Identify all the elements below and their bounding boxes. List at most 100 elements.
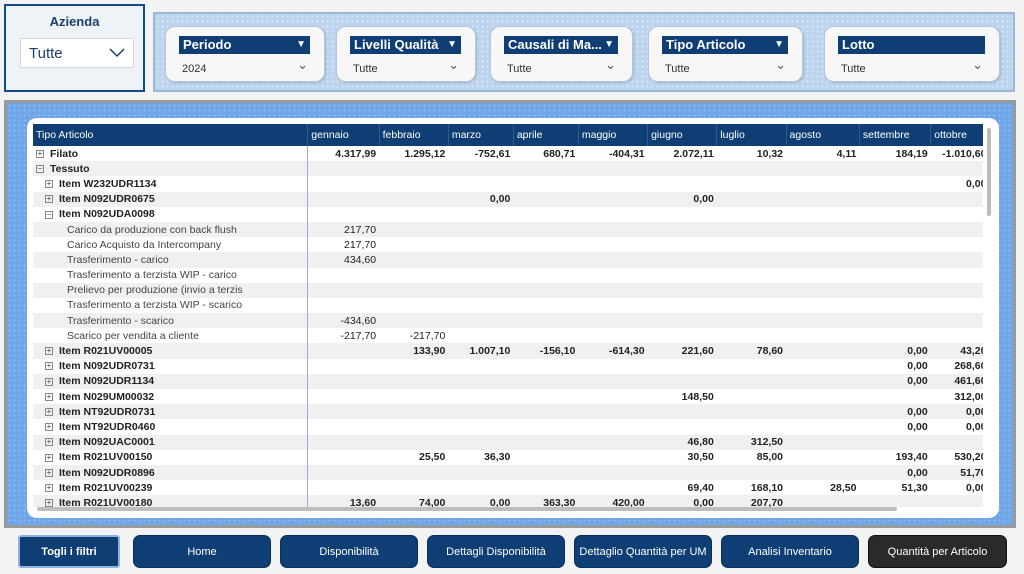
expand-icon[interactable]: + [45, 361, 53, 371]
column-header-month[interactable]: maggio [578, 124, 649, 146]
column-header-tipo-articolo[interactable]: Tipo Articolo [33, 124, 309, 146]
table-cell [448, 237, 513, 252]
clear-filters-button[interactable]: Togli i filtri [18, 535, 120, 568]
slicer-periodo[interactable]: Periodo ▼ 2024 ⌄ [165, 26, 325, 82]
row-label-cell[interactable]: + Item N092UDR0675 [33, 191, 308, 207]
table-cell [717, 328, 786, 343]
table-cell [379, 373, 449, 389]
slicer-livelli-qualita[interactable]: Livelli Qualità ▼ Tutte ⌄ [336, 26, 476, 82]
table-cell [513, 252, 579, 268]
row-label-cell[interactable]: + Item N092UDR0896 [33, 464, 308, 481]
table-cell [513, 282, 579, 298]
table-cell [647, 221, 717, 238]
table-cell [448, 464, 514, 481]
table-cell [786, 252, 860, 268]
chevron-down-icon[interactable]: ⌄ [297, 57, 308, 72]
table-cell [578, 359, 647, 374]
row-label-cell[interactable]: − Item N092UDA0098 [33, 207, 308, 222]
column-header-month[interactable]: aprile [513, 124, 579, 146]
matrix-table[interactable]: Tipo Articolo gennaio febbraio marzo aprile m… [33, 124, 983, 507]
row-label-cell[interactable]: + Filato [33, 146, 308, 161]
expand-icon[interactable]: + [45, 482, 53, 492]
row-label: Item R021UV00005 [59, 345, 153, 358]
chevron-down-icon[interactable]: ⌄ [775, 57, 786, 72]
table-cell [716, 252, 787, 268]
row-label-cell[interactable]: + Item R021UV00239 [33, 480, 308, 495]
row-label-cell[interactable]: + Item N092UDR0731 [33, 359, 308, 374]
expand-icon[interactable]: + [45, 391, 53, 401]
nav-dettagli-disponibilita-button[interactable]: Dettagli Disponibilità [427, 535, 565, 568]
row-label: Item NT92UDR0731 [59, 405, 156, 418]
slicer-tipo-articolo[interactable]: Tipo Articolo ▼ Tutte ⌄ [648, 26, 803, 82]
table-cell: 0,00 [966, 420, 983, 433]
expand-icon[interactable]: + [45, 194, 53, 204]
table-cell: 461,60 [930, 373, 983, 389]
horizontal-scrollbar[interactable] [37, 507, 897, 511]
column-header-month[interactable]: giugno [647, 124, 718, 146]
table-cell [786, 268, 859, 283]
nav-quantita-articolo-button[interactable]: Quantità per Articolo [868, 535, 1007, 568]
table-cell [379, 176, 448, 191]
row-label-cell[interactable]: + Item NT92UDR0731 [33, 404, 308, 420]
collapse-icon[interactable]: − [45, 209, 53, 219]
table-cell [717, 298, 786, 313]
column-header-month[interactable]: settembre [859, 124, 932, 146]
row-label-cell: Prelievo per produzione (invio a terzis [33, 282, 308, 298]
table-cell: 13,60 [307, 495, 380, 507]
nav-disponibilita-button[interactable]: Disponibilità [280, 535, 418, 568]
table-cell [859, 221, 931, 238]
nav-analisi-inventario-button[interactable]: Analisi Inventario [721, 535, 859, 568]
table-cell [930, 282, 983, 298]
table-cell [578, 161, 648, 177]
expand-icon[interactable]: + [45, 346, 53, 356]
table-cell [513, 313, 579, 329]
row-label-cell[interactable]: + Item R021UV00005 [33, 343, 308, 359]
expand-icon[interactable]: + [45, 376, 53, 386]
row-label-cell[interactable]: + Item R021UV00180 [33, 495, 308, 507]
table-cell [647, 464, 717, 481]
chevron-down-icon[interactable]: ⌄ [448, 57, 459, 72]
column-header-month[interactable]: ottobre [930, 124, 983, 146]
company-dropdown[interactable]: Tutte [20, 38, 134, 68]
expand-icon[interactable]: + [45, 437, 53, 447]
expand-icon[interactable]: + [45, 179, 53, 189]
chevron-down-icon[interactable]: ⌄ [972, 57, 983, 72]
row-label-cell[interactable]: + Item W232UDR1134 [33, 176, 308, 191]
chevron-down-icon[interactable]: ⌄ [605, 57, 616, 72]
row-label-cell[interactable]: + Item N092UDR1134 [33, 373, 308, 389]
expand-icon[interactable]: + [45, 407, 53, 416]
row-label: Item R021UV00150 [59, 451, 153, 464]
table-cell: -1.010,60 [942, 147, 983, 160]
expand-icon[interactable]: + [45, 452, 53, 462]
row-label-cell[interactable]: + Item N029UM00032 [33, 389, 308, 404]
row-label-cell[interactable]: + Item N092UAC0001 [33, 434, 308, 450]
expand-icon[interactable]: + [45, 422, 53, 432]
table-cell: 184,19 [895, 147, 928, 160]
slicer-lotto[interactable]: Lotto Tutte ⌄ [824, 26, 1000, 82]
table-cell [307, 161, 380, 177]
row-label: Item NT92UDR0460 [59, 420, 156, 433]
expand-icon[interactable]: + [45, 498, 53, 507]
collapse-icon[interactable]: − [36, 164, 44, 173]
column-header-month[interactable]: luglio [716, 124, 787, 146]
table-cell: 312,50 [716, 434, 787, 450]
column-header-month[interactable]: marzo [448, 124, 514, 146]
table-cell [859, 161, 931, 177]
slicer-causali[interactable]: Causali di Ma... ▼ Tutte ⌄ [490, 26, 633, 82]
column-header-month[interactable]: febbraio [379, 124, 449, 146]
row-label-cell[interactable]: + Item R021UV00150 [33, 450, 308, 465]
nav-home-button[interactable]: Home [133, 535, 271, 568]
table-cell [379, 359, 448, 374]
column-header-month[interactable]: agosto [786, 124, 860, 146]
table-cell [716, 404, 787, 420]
expand-icon[interactable]: + [36, 148, 44, 158]
nav-dettaglio-quantita-um-button[interactable]: Dettaglio Quantità per UM [574, 535, 712, 568]
row-label-cell[interactable]: − Tessuto [33, 161, 308, 177]
vertical-scrollbar[interactable] [987, 128, 991, 216]
column-header-month[interactable]: gennaio [307, 124, 380, 146]
table-cell [717, 419, 786, 434]
expand-icon[interactable]: + [45, 467, 53, 477]
table-cell [513, 298, 578, 313]
row-label-cell[interactable]: + Item NT92UDR0460 [33, 419, 308, 434]
